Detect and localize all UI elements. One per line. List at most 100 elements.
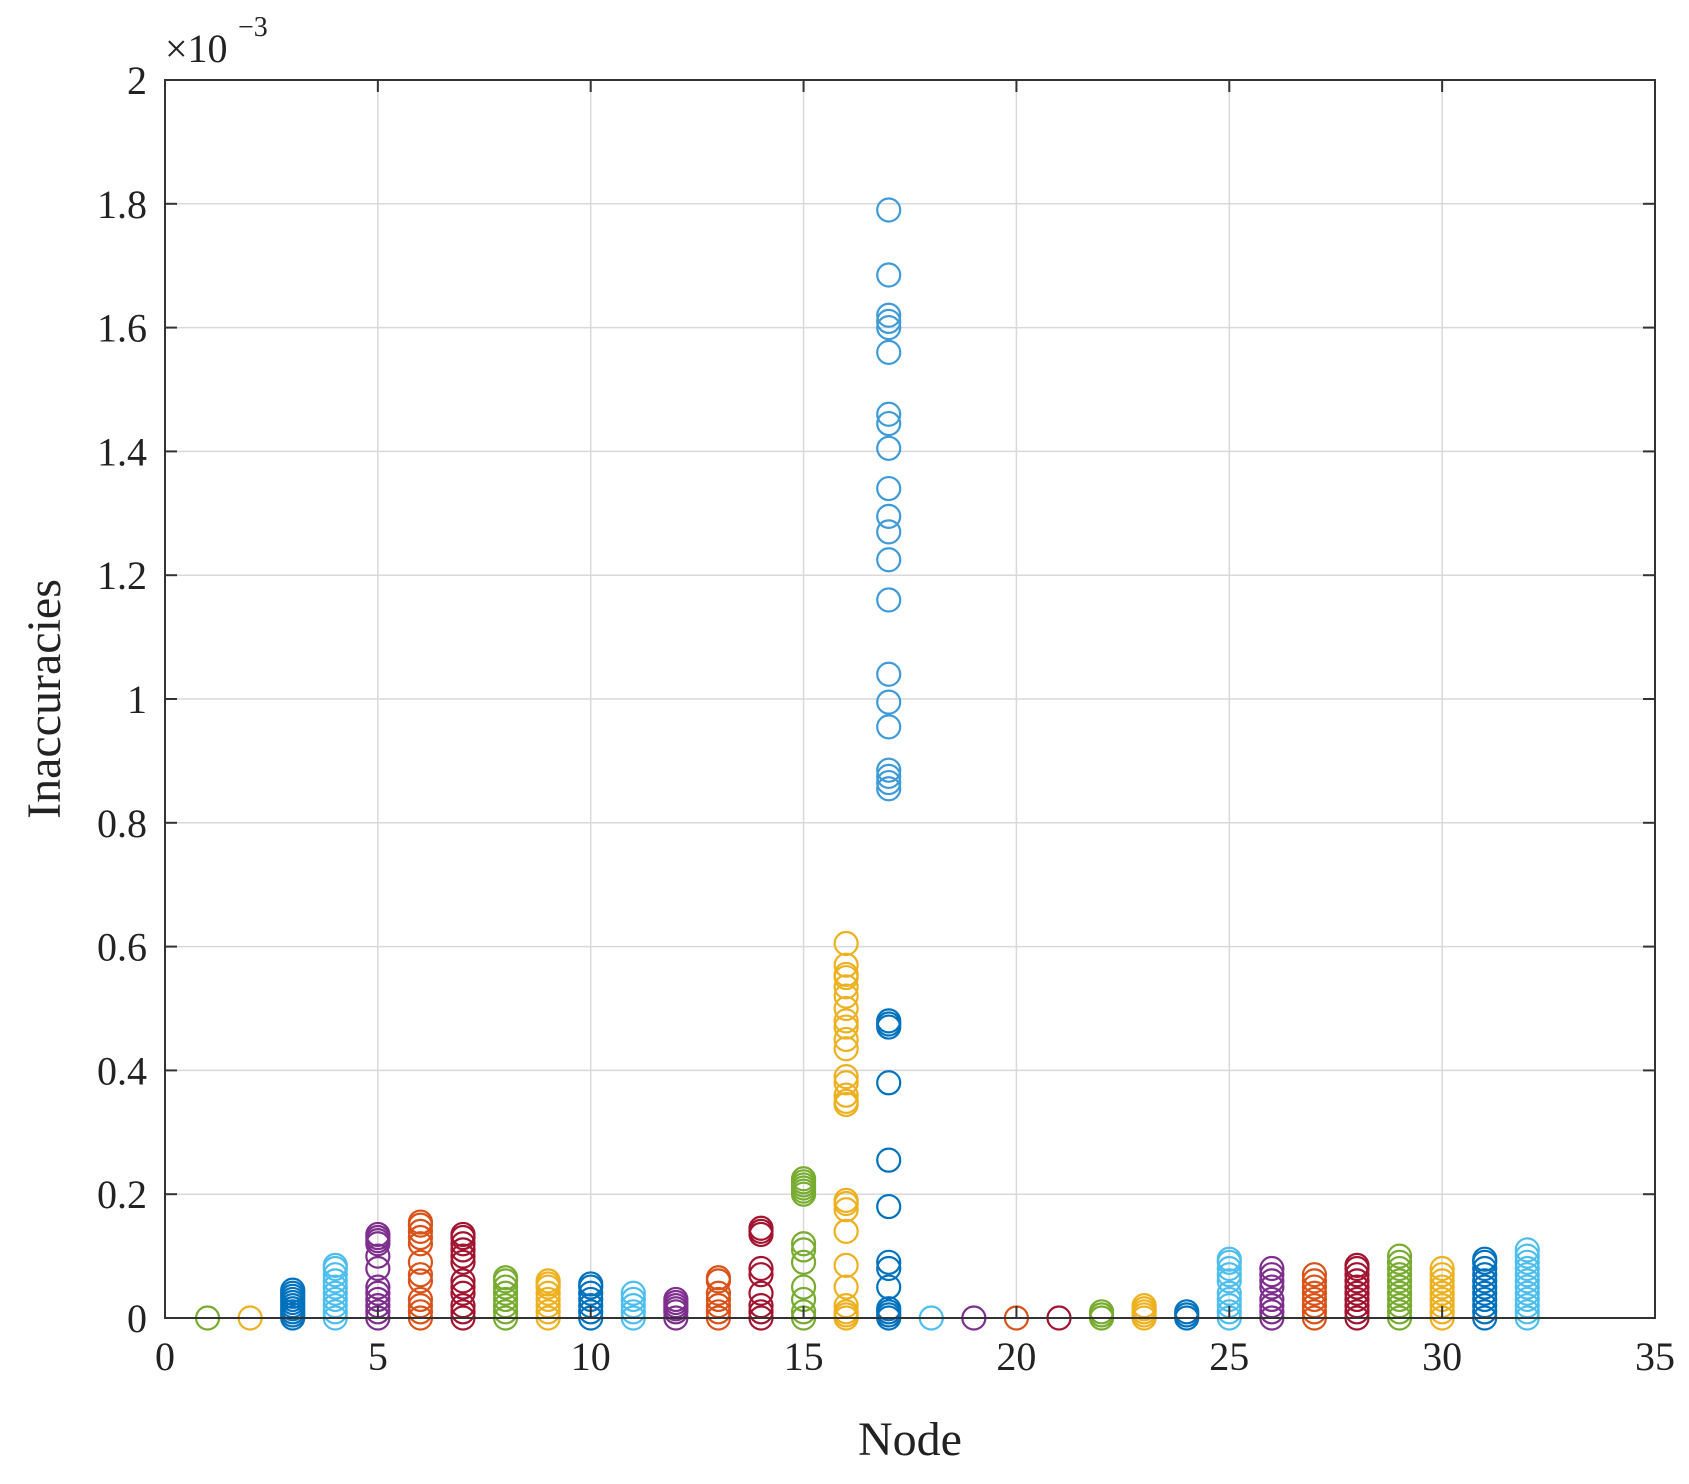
data-point xyxy=(833,930,859,957)
data-point xyxy=(365,1274,391,1300)
data-point xyxy=(876,410,902,437)
data-point xyxy=(1301,1274,1328,1300)
y-tick-label: 1.8 xyxy=(97,182,147,227)
data-point xyxy=(492,1286,519,1313)
data-point xyxy=(578,1271,604,1297)
data-point xyxy=(705,1265,732,1291)
data-point xyxy=(492,1299,519,1325)
data-point xyxy=(322,1286,348,1313)
x-tick-label: 0 xyxy=(155,1334,175,1379)
data-point xyxy=(322,1268,348,1294)
data-point xyxy=(407,1224,434,1251)
data-point xyxy=(407,1262,434,1288)
data-point xyxy=(1472,1280,1498,1306)
x-tick-label: 20 xyxy=(996,1334,1036,1379)
data-point xyxy=(1386,1280,1413,1306)
y-tick-label: 1 xyxy=(127,677,147,722)
data-point xyxy=(876,1296,902,1322)
data-point xyxy=(535,1299,561,1325)
data-point xyxy=(1429,1274,1455,1300)
data-point xyxy=(1386,1249,1413,1275)
data-point xyxy=(876,587,902,613)
data-point xyxy=(833,1274,859,1300)
data-point xyxy=(876,339,902,365)
y-tick-label: 2 xyxy=(127,58,147,103)
data-point xyxy=(833,1008,859,1034)
data-point xyxy=(1386,1243,1413,1269)
data-point xyxy=(322,1274,348,1300)
data-point xyxy=(1344,1268,1370,1294)
y-exponent-label: ×10 −3 xyxy=(165,12,268,71)
data-point xyxy=(1216,1299,1242,1325)
data-point xyxy=(876,1274,902,1300)
data-point xyxy=(833,1026,859,1053)
data-point xyxy=(1429,1299,1455,1325)
data-point xyxy=(450,1280,476,1306)
data-point xyxy=(322,1252,348,1278)
data-point xyxy=(492,1274,519,1300)
data-point xyxy=(1514,1237,1540,1263)
data-point xyxy=(1386,1262,1413,1288)
data-point xyxy=(876,763,902,789)
y-tick-label: 0.2 xyxy=(97,1172,147,1217)
data-point xyxy=(876,302,902,328)
y-exponent-base: ×10 xyxy=(165,26,228,71)
x-tick-label: 35 xyxy=(1635,1334,1675,1379)
data-point xyxy=(365,1243,391,1269)
axis-ticks xyxy=(164,79,1656,1319)
data-point xyxy=(833,995,859,1022)
y-tick-label: 1.4 xyxy=(97,429,147,474)
data-point xyxy=(876,714,902,740)
data-point xyxy=(1301,1280,1328,1306)
x-tick-labels: 0 5 10 15 20 25 30 35 xyxy=(155,1334,1675,1379)
data-point xyxy=(1472,1255,1498,1282)
data-point xyxy=(450,1221,476,1248)
data-point xyxy=(1386,1255,1413,1282)
data-point xyxy=(407,1286,434,1313)
data-point xyxy=(748,1262,774,1288)
data-point xyxy=(876,757,902,783)
data-point xyxy=(535,1286,561,1313)
data-point xyxy=(1344,1252,1370,1278)
data-point xyxy=(833,1299,859,1325)
data-point xyxy=(833,1014,859,1040)
data-point xyxy=(833,974,859,1000)
data-point xyxy=(1344,1280,1370,1306)
data-point xyxy=(876,661,902,687)
data-point xyxy=(1386,1299,1413,1325)
x-tick-label: 15 xyxy=(784,1334,824,1379)
data-point xyxy=(407,1209,434,1235)
data-point xyxy=(833,1218,859,1244)
data-point xyxy=(833,983,859,1009)
data-point xyxy=(407,1268,434,1294)
data-point xyxy=(450,1274,476,1300)
data-point xyxy=(790,1231,817,1257)
data-point xyxy=(1301,1299,1328,1325)
data-point xyxy=(876,308,902,335)
grid-lines xyxy=(164,79,1656,1319)
data-point xyxy=(1429,1280,1455,1306)
y-exponent-power: −3 xyxy=(238,12,268,43)
data-point xyxy=(790,1166,817,1192)
data-point xyxy=(1259,1299,1285,1325)
data-point xyxy=(705,1286,732,1313)
data-point xyxy=(1259,1268,1285,1294)
data-point xyxy=(450,1243,476,1269)
data-point xyxy=(876,503,902,529)
data-point xyxy=(1514,1255,1540,1282)
data-point xyxy=(748,1255,774,1282)
data-point xyxy=(1514,1286,1540,1313)
data-point xyxy=(663,1286,689,1313)
data-point xyxy=(876,769,902,796)
data-point xyxy=(1386,1274,1413,1300)
data-point xyxy=(876,315,902,341)
data-point xyxy=(620,1299,646,1325)
data-point xyxy=(407,1231,434,1257)
y-tick-label: 0.8 xyxy=(97,801,147,846)
data-point xyxy=(407,1218,434,1244)
data-point xyxy=(1514,1274,1540,1300)
y-tick-label: 1.6 xyxy=(97,306,147,351)
data-point xyxy=(705,1280,732,1306)
y-tick-labels: 0 0.2 0.4 0.6 0.8 1 1.2 1.4 1.6 1.8 2 xyxy=(97,58,147,1341)
